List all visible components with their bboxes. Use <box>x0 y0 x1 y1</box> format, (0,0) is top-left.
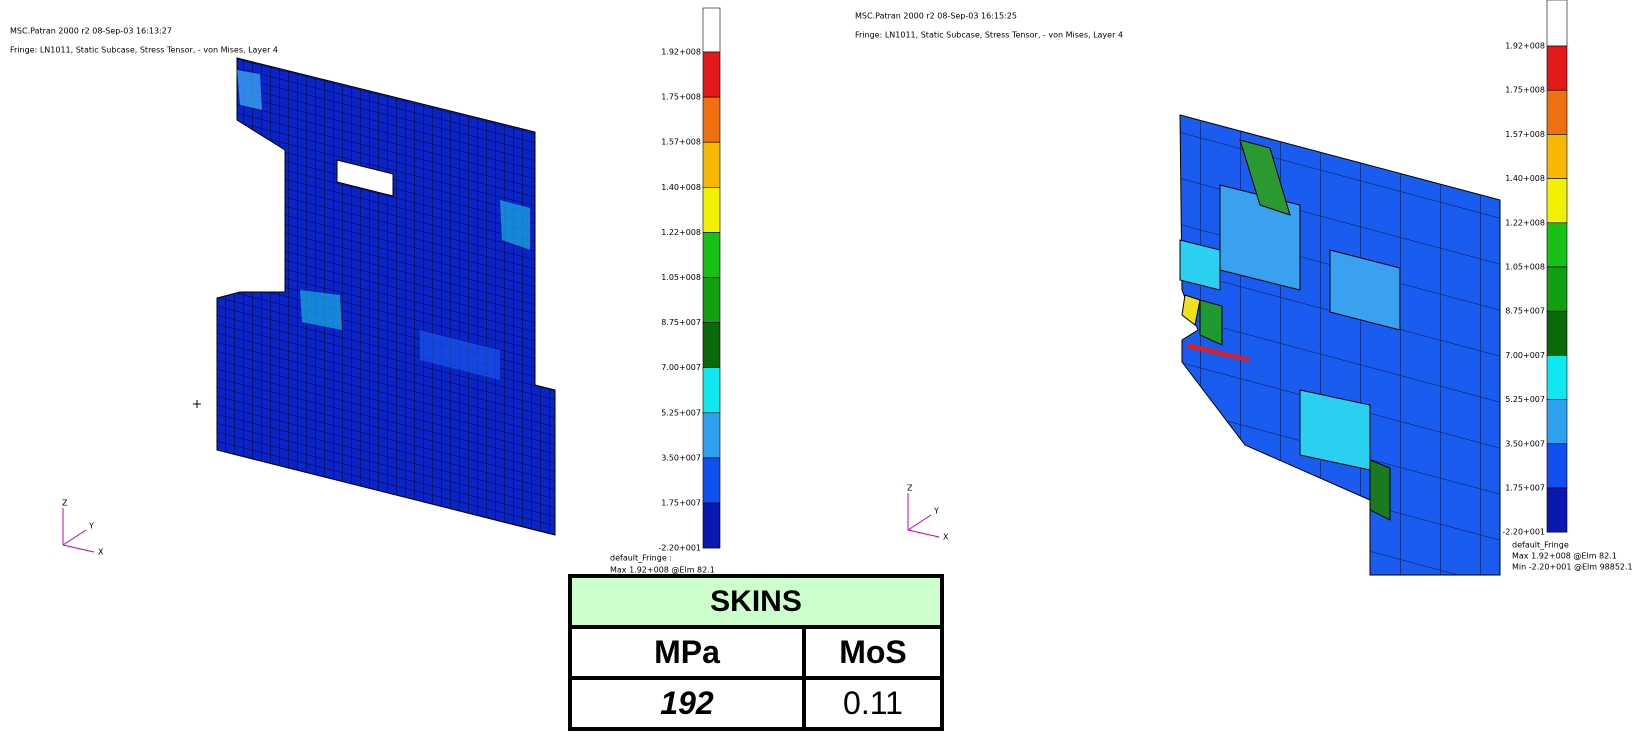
legend-label: 5.25+007 <box>1505 395 1545 404</box>
legend-swatch <box>1547 311 1567 355</box>
legend-label: 1.57+008 <box>1505 130 1545 139</box>
page: MSC.Patran 2000 r2 08-Sep-03 16:13:27 Fri… <box>0 0 1634 748</box>
table-title: SKINS <box>570 576 942 627</box>
table-cell: 0.11 <box>804 678 942 729</box>
right-mesh <box>1180 115 1500 575</box>
legend-label: 7.00+007 <box>661 363 701 372</box>
legend-swatch <box>703 232 720 277</box>
legend-swatch <box>703 8 720 52</box>
legend-swatch <box>703 142 720 187</box>
table-cell: 192 <box>570 678 804 729</box>
axis-label: Z <box>62 499 68 508</box>
legend-label: 1.05+008 <box>1505 263 1545 272</box>
legend-swatch <box>1547 223 1567 267</box>
legend-swatch <box>1547 134 1567 178</box>
legend-label: 1.92+008 <box>1505 42 1545 51</box>
legend-swatch <box>1547 400 1567 444</box>
legend-label: 5.25+007 <box>661 408 701 417</box>
plot-header: MSC.Patran 2000 r2 08-Sep-03 16:13:27 <box>10 27 172 36</box>
legend-swatch <box>1547 0 1567 46</box>
legend-label: 1.75+008 <box>1505 86 1545 95</box>
axis-label: Z <box>907 484 913 493</box>
legend-label: -2.20+001 <box>1502 528 1545 537</box>
legend-label: 8.75+007 <box>661 318 701 327</box>
axis-label: X <box>943 533 949 542</box>
plot-header: Fringe: LN1011, Static Subcase, Stress T… <box>10 46 278 55</box>
axis-label: Y <box>88 522 94 531</box>
legend-swatch <box>1547 267 1567 311</box>
footer-text: default_Fringe : <box>610 554 672 563</box>
legend-label: 3.50+007 <box>1505 439 1545 448</box>
legend-label: 1.57+008 <box>661 138 701 147</box>
column-header: MoS <box>804 627 942 678</box>
footer-text: Max 1.92+008 @Elm 82.1 <box>1512 552 1617 561</box>
axis-label: X <box>98 548 104 557</box>
legend-swatch <box>703 97 720 142</box>
legend-label: 1.75+007 <box>661 499 701 508</box>
legend-swatch <box>703 278 720 323</box>
left-mesh <box>217 58 555 535</box>
legend-swatch <box>1547 46 1567 90</box>
legend-label: 8.75+007 <box>1505 307 1545 316</box>
legend-swatch <box>703 458 720 503</box>
legend-swatch <box>1547 90 1567 134</box>
column-header: MPa <box>570 627 804 678</box>
legend-label: 1.05+008 <box>661 273 701 282</box>
legend-swatch <box>1547 444 1567 488</box>
axis-label: Y <box>933 507 939 516</box>
legend-swatch <box>1547 488 1567 532</box>
legend-label: 1.22+008 <box>1505 218 1545 227</box>
legend-label: 1.92+008 <box>661 48 701 57</box>
legend-label: 1.75+008 <box>661 93 701 102</box>
legend-swatch <box>1547 355 1567 399</box>
plot-header: Fringe: LN1011, Static Subcase, Stress T… <box>855 31 1123 40</box>
legend-label: 3.50+007 <box>661 453 701 462</box>
footer-text: default_Fringe <box>1512 541 1569 550</box>
legend-swatch <box>703 413 720 458</box>
legend-label: 1.22+008 <box>661 228 701 237</box>
legend-swatch <box>1547 179 1567 223</box>
legend-swatch <box>703 503 720 548</box>
legend-swatch <box>703 52 720 97</box>
footer-text: Min -2.20+001 @Elm 98852.1 <box>1512 563 1633 572</box>
legend-label: 7.00+007 <box>1505 351 1545 360</box>
legend-swatch <box>703 323 720 368</box>
legend-label: -2.20+001 <box>658 544 701 553</box>
legend-swatch <box>703 187 720 232</box>
legend-label: 1.75+007 <box>1505 484 1545 493</box>
plot-header: MSC.Patran 2000 r2 08-Sep-03 16:15:25 <box>855 12 1017 21</box>
legend-swatch <box>703 368 720 413</box>
legend-label: 1.40+008 <box>1505 174 1545 183</box>
legend-label: 1.40+008 <box>661 183 701 192</box>
